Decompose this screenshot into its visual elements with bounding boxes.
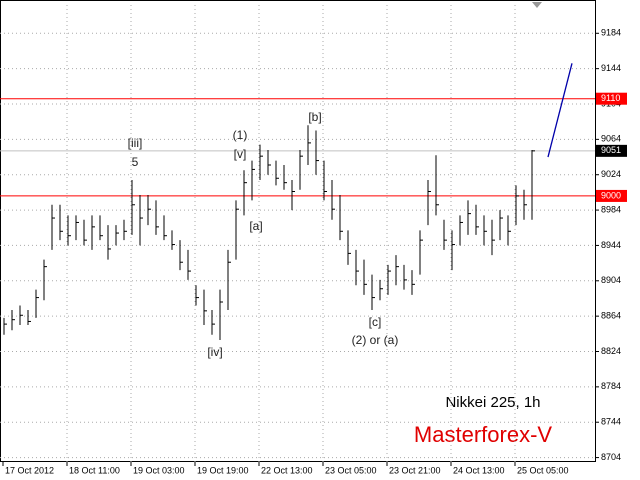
shift-marker (532, 2, 542, 8)
y-tick-label: 9024 (601, 169, 621, 179)
y-tick-label: 8824 (601, 346, 621, 356)
level-label-bg (596, 144, 627, 157)
x-tick-label: 19 Oct 19:00 (197, 465, 249, 475)
level-label: 9000 (601, 190, 621, 200)
y-tick-label: 9064 (601, 134, 621, 144)
wave-label: 5 (132, 155, 139, 169)
wave-label: (1) (233, 128, 248, 142)
symbol-label: Nikkei 225, 1h (445, 394, 540, 411)
wave-label: [iv] (207, 345, 222, 359)
level-label: 9051 (601, 145, 621, 155)
x-tick-label: 17 Oct 2012 (5, 465, 54, 475)
y-tick-label: 8984 (601, 204, 621, 214)
x-tick-label: 25 Oct 05:00 (517, 465, 569, 475)
forecast-line (547, 63, 573, 158)
y-tick-label: 8904 (601, 275, 621, 285)
x-tick-label: 18 Oct 11:00 (69, 465, 120, 475)
plot-frame (0, 0, 596, 462)
wave-label: [v] (234, 147, 247, 161)
wave-label: [b] (308, 110, 321, 124)
y-tick-label: 9144 (601, 63, 621, 73)
level-label-bg (596, 92, 627, 105)
wave-label: [iii] (128, 136, 143, 150)
x-tick-label: 19 Oct 03:00 (133, 465, 185, 475)
wave-label: [c] (369, 315, 382, 329)
y-tick-label: 8704 (601, 452, 621, 462)
level-label: 9110 (601, 93, 620, 103)
x-tick-label: 23 Oct 05:00 (325, 465, 377, 475)
y-tick-label: 8744 (601, 417, 621, 427)
y-tick-label: 8864 (601, 311, 621, 321)
y-tick-label: 8784 (601, 381, 621, 391)
y-tick-label: 8944 (601, 240, 621, 250)
y-tick-label: 9184 (601, 28, 621, 38)
x-tick-label: 24 Oct 13:00 (453, 465, 505, 475)
watermark: Masterforex-V (414, 422, 552, 447)
x-tick-label: 23 Oct 21:00 (389, 465, 441, 475)
wave-label: [a] (249, 219, 262, 233)
wave-label: (2) or (a) (352, 333, 399, 347)
level-label-bg (596, 189, 627, 202)
x-tick-label: 22 Oct 13:00 (261, 465, 313, 475)
